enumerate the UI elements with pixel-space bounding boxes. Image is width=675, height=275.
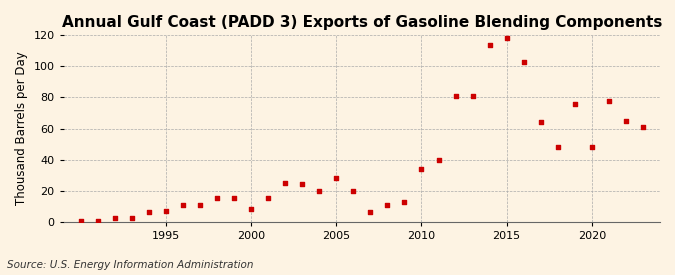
Point — [502, 36, 512, 41]
Point — [331, 176, 342, 180]
Point — [416, 167, 427, 171]
Point — [109, 216, 120, 220]
Point — [535, 120, 546, 125]
Point — [144, 210, 155, 214]
Title: Annual Gulf Coast (PADD 3) Exports of Gasoline Blending Components: Annual Gulf Coast (PADD 3) Exports of Ga… — [61, 15, 662, 30]
Point — [399, 199, 410, 204]
Point — [161, 209, 171, 213]
Point — [194, 202, 205, 207]
Point — [76, 219, 86, 223]
Point — [348, 188, 358, 193]
Point — [263, 196, 273, 201]
Point — [126, 216, 137, 220]
Point — [280, 181, 291, 185]
Point — [178, 202, 188, 207]
Y-axis label: Thousand Barrels per Day: Thousand Barrels per Day — [15, 52, 28, 205]
Point — [450, 94, 461, 98]
Point — [587, 145, 597, 149]
Point — [552, 145, 563, 149]
Point — [484, 42, 495, 47]
Point — [246, 207, 256, 211]
Point — [433, 157, 444, 162]
Point — [467, 94, 478, 98]
Point — [229, 196, 240, 201]
Text: Source: U.S. Energy Information Administration: Source: U.S. Energy Information Administ… — [7, 260, 253, 270]
Point — [92, 219, 103, 223]
Point — [638, 125, 649, 129]
Point — [297, 182, 308, 187]
Point — [382, 202, 393, 207]
Point — [620, 119, 631, 123]
Point — [570, 101, 580, 106]
Point — [603, 98, 614, 103]
Point — [518, 60, 529, 64]
Point — [212, 196, 223, 201]
Point — [314, 188, 325, 193]
Point — [365, 210, 376, 214]
